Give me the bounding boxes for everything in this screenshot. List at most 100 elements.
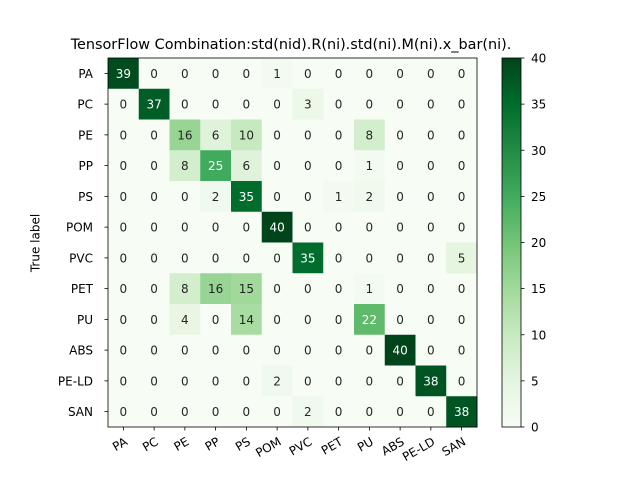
heatmap-cell-PP-PE-LD — [415, 150, 447, 182]
heatmap-cell-PET-PVC — [292, 273, 324, 305]
cell-value-label: 0 — [212, 221, 220, 235]
heatmap-cell-PET-ABS — [384, 273, 416, 305]
cell-value-label: 0 — [396, 405, 404, 419]
y-tick-label: PC — [77, 98, 93, 112]
heatmap-cell-POM-PC — [138, 211, 170, 243]
cell-value-label: 0 — [150, 251, 158, 265]
cell-value-label: 0 — [273, 313, 281, 327]
cell-value-label: 0 — [396, 313, 404, 327]
heatmap-cell-PET-PU — [354, 273, 386, 305]
heatmap-cell-PE-LD-PE — [169, 365, 201, 397]
heatmap-cell-ABS-SAN — [446, 334, 478, 366]
cell-value-label: 0 — [458, 282, 466, 296]
chart-title: TensorFlow Combination:std(nid).R(ni).st… — [70, 37, 512, 53]
cell-value-label: 0 — [304, 221, 312, 235]
cell-value-label: 0 — [366, 221, 374, 235]
cell-value-label: 0 — [181, 405, 189, 419]
colorbar-tick-label: 35 — [531, 98, 546, 112]
heatmap-cell-PC-PE — [169, 88, 201, 120]
cell-value-label: 0 — [150, 282, 158, 296]
heatmap-cell-PE-PA — [108, 119, 140, 151]
heatmap-cell-PVC-PA — [108, 242, 140, 274]
cell-value-label: 0 — [427, 159, 435, 173]
cell-value-label: 0 — [120, 405, 128, 419]
cell-value-label: 0 — [181, 374, 189, 388]
heatmap-cell-PVC-PE-LD — [415, 242, 447, 274]
cell-value-label: 1 — [366, 159, 374, 173]
cell-value-label: 0 — [150, 67, 158, 81]
cell-value-label: 0 — [427, 190, 435, 204]
heatmap-cell-PA-POM — [261, 58, 293, 90]
heatmap-cell-PE-LD-PET — [323, 365, 355, 397]
heatmap-cell-PE-PE-LD — [415, 119, 447, 151]
y-tick-label: SAN — [68, 405, 93, 419]
cell-value-label: 0 — [396, 374, 404, 388]
cell-value-label: 22 — [362, 313, 377, 327]
colorbar-tick-label: 20 — [531, 236, 546, 250]
heatmap-cell-PA-PP — [200, 58, 232, 90]
cell-value-label: 0 — [181, 221, 189, 235]
heatmap-cell-PU-PP — [200, 304, 232, 336]
cell-value-label: 16 — [177, 128, 192, 142]
heatmap-cell-POM-PU — [354, 211, 386, 243]
cell-value-label: 37 — [146, 98, 161, 112]
cell-value-label: 40 — [392, 344, 407, 358]
cell-value-label: 0 — [427, 344, 435, 358]
heatmap-cell-ABS-PC — [138, 334, 170, 366]
heatmap-cell-PU-SAN — [446, 304, 478, 336]
heatmap-cell-PS-ABS — [384, 181, 416, 213]
cell-value-label: 0 — [120, 313, 128, 327]
cell-value-label: 0 — [335, 251, 343, 265]
heatmap-cell-SAN-PP — [200, 396, 232, 428]
cell-value-label: 0 — [243, 251, 251, 265]
cell-value-label: 0 — [273, 405, 281, 419]
y-axis-label: True label — [29, 214, 43, 273]
heatmap-cell-PET-SAN — [446, 273, 478, 305]
heatmap-cell-PE-PU — [354, 119, 386, 151]
heatmap-cell-PS-PA — [108, 181, 140, 213]
heatmap-cell-PP-PS — [231, 150, 263, 182]
heatmap-cell-ABS-PU — [354, 334, 386, 366]
cell-value-label: 38 — [454, 405, 469, 419]
heatmap-cell-SAN-PE — [169, 396, 201, 428]
cell-value-label: 0 — [212, 374, 220, 388]
cell-value-label: 0 — [335, 344, 343, 358]
cell-value-label: 5 — [458, 251, 466, 265]
heatmap-cell-PS-PC — [138, 181, 170, 213]
cell-value-label: 0 — [335, 221, 343, 235]
heatmap-cell-SAN-PVC — [292, 396, 324, 428]
cell-value-label: 0 — [304, 190, 312, 204]
y-tick-label: PE-LD — [58, 374, 93, 388]
cell-value-label: 0 — [396, 282, 404, 296]
cell-value-label: 0 — [335, 282, 343, 296]
cell-value-label: 38 — [423, 374, 438, 388]
cell-value-label: 0 — [304, 344, 312, 358]
cell-value-label: 0 — [304, 282, 312, 296]
cell-value-label: 0 — [273, 344, 281, 358]
cell-value-label: 0 — [335, 128, 343, 142]
cell-value-label: 0 — [120, 221, 128, 235]
cell-value-label: 0 — [120, 282, 128, 296]
cell-value-label: 0 — [427, 313, 435, 327]
heatmap-cell-PP-POM — [261, 150, 293, 182]
heatmap-cell-PU-PC — [138, 304, 170, 336]
x-tick-label: PC — [140, 434, 161, 454]
cell-value-label: 0 — [273, 128, 281, 142]
cell-value-label: 0 — [366, 344, 374, 358]
heatmap-cell-POM-POM — [261, 211, 293, 243]
heatmap-cell-PVC-PS — [231, 242, 263, 274]
heatmap-cell-POM-PET — [323, 211, 355, 243]
heatmap-cell-PE-PVC — [292, 119, 324, 151]
heatmap-cell-SAN-SAN — [446, 396, 478, 428]
heatmap-cell-PVC-PP — [200, 242, 232, 274]
heatmap-cell-PVC-PC — [138, 242, 170, 274]
heatmap-cell-PA-PET — [323, 58, 355, 90]
heatmap-cell-PE-PP — [200, 119, 232, 151]
cell-value-label: 2 — [212, 190, 220, 204]
colorbar-ticks: 0 5 10 15 20 25 30 35 40 — [521, 52, 546, 435]
heatmap-cell-PVC-SAN — [446, 242, 478, 274]
heatmap-cell-PVC-PE — [169, 242, 201, 274]
cell-value-label: 0 — [120, 190, 128, 204]
heatmap-cell-PVC-ABS — [384, 242, 416, 274]
